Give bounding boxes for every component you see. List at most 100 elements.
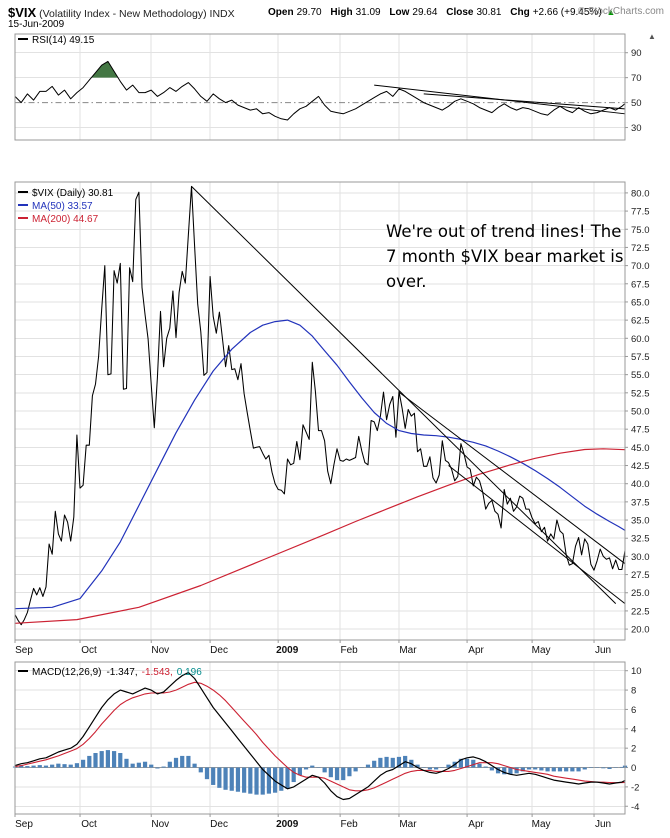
svg-text:52.5: 52.5 xyxy=(631,388,650,399)
macd-histogram-bar xyxy=(56,763,61,768)
macd-histogram-bar xyxy=(557,767,563,772)
svg-text:65.0: 65.0 xyxy=(631,297,650,308)
svg-text:47.5: 47.5 xyxy=(631,425,650,436)
open-label: Open xyxy=(268,7,294,18)
symbol-subtitle: (Volatility Index - New Methodology) xyxy=(39,8,207,20)
macd-histogram-bar xyxy=(118,753,123,768)
macd-histogram-bar xyxy=(50,764,55,768)
macd-histogram-bar xyxy=(124,758,129,768)
svg-text:62.5: 62.5 xyxy=(631,316,650,327)
vix-swatch-icon xyxy=(18,191,28,193)
macd-histogram-bar xyxy=(303,767,309,770)
high-value: 31.09 xyxy=(355,7,381,18)
macd-histogram-bar xyxy=(526,767,532,770)
svg-text:60.0: 60.0 xyxy=(631,334,650,345)
svg-text:2009: 2009 xyxy=(276,819,299,830)
svg-text:2: 2 xyxy=(631,744,636,755)
signal-line xyxy=(14,681,626,792)
chart-date: 15-Jun-2009 xyxy=(8,19,65,30)
ma50-swatch-icon xyxy=(18,204,28,206)
svg-text:42.5: 42.5 xyxy=(631,461,650,472)
macd-histogram-bar xyxy=(619,766,625,768)
vix-line xyxy=(14,185,626,626)
macd-histogram-bar xyxy=(87,755,92,768)
macd-histogram-bar xyxy=(390,757,395,768)
svg-text:55.0: 55.0 xyxy=(631,370,650,381)
chg-value: +2.66 (+9.45%) xyxy=(532,7,602,18)
macd-histogram-bar xyxy=(322,767,327,773)
exchange-label: INDX xyxy=(209,8,235,20)
svg-text:80.0: 80.0 xyxy=(631,188,650,199)
macd-histogram-bar xyxy=(235,767,241,792)
macd-histogram-bar xyxy=(347,767,352,777)
macd-histogram-bar xyxy=(489,767,494,771)
chart-canvas: 30 70 90 50 20.0 22.5 25.0 27.5 30.0 32.5 35.0 37.5… xyxy=(12,33,650,830)
macd-histogram-bar xyxy=(266,767,272,794)
macd-histogram-bar xyxy=(180,755,185,768)
macd-histogram-bar xyxy=(576,767,581,772)
macd-histogram-bar xyxy=(328,767,333,778)
close-value: 30.81 xyxy=(476,7,502,18)
svg-text:Feb: Feb xyxy=(341,819,359,830)
macd-histogram-bar xyxy=(458,758,463,768)
macd-line xyxy=(14,671,626,801)
macd-histogram-bar xyxy=(471,759,476,768)
svg-text:27.5: 27.5 xyxy=(631,570,650,581)
macd-histogram-bar xyxy=(483,766,488,768)
vix-legend: $VIX (Daily) 30.81 xyxy=(18,188,113,199)
macd-histogram-bar xyxy=(520,767,525,772)
ma200-swatch-icon xyxy=(18,217,28,219)
ma200-legend: MA(200) 44.67 xyxy=(18,214,98,225)
macd-histogram-bar xyxy=(508,767,513,775)
macd-histogram-bar xyxy=(279,767,284,791)
open-value: 29.70 xyxy=(296,7,322,18)
macd-histogram-bar xyxy=(242,767,247,793)
svg-text:Mar: Mar xyxy=(399,645,417,656)
macd-histogram-bar xyxy=(211,767,216,785)
macd-histogram-bar xyxy=(446,764,451,768)
macd-histogram-bar xyxy=(564,767,569,772)
macd-histogram-bar xyxy=(136,762,141,768)
svg-text:Nov: Nov xyxy=(151,819,169,830)
rsi-trendline xyxy=(423,93,626,110)
macd-histogram-bar xyxy=(273,767,278,793)
macd-histogram-bar xyxy=(545,767,550,772)
panel-resize-icon: ▲ xyxy=(648,32,656,41)
svg-text:70.0: 70.0 xyxy=(631,261,650,272)
macd-histogram-bar xyxy=(93,753,98,768)
price-trendline xyxy=(448,465,626,605)
high-label: High xyxy=(330,7,353,18)
macd-histogram-bar xyxy=(427,767,433,770)
macd-histogram-bar xyxy=(186,755,191,768)
chg-label: Chg xyxy=(510,7,530,18)
svg-text:Jun: Jun xyxy=(595,819,611,830)
svg-text:4: 4 xyxy=(631,724,636,735)
macd-histogram-bar xyxy=(74,763,80,768)
svg-text:0: 0 xyxy=(631,763,636,774)
svg-text:50: 50 xyxy=(631,98,642,109)
macd-histogram-bar xyxy=(31,765,36,768)
svg-text:Oct: Oct xyxy=(81,819,97,830)
low-label: Low xyxy=(389,7,410,18)
svg-text:25.0: 25.0 xyxy=(631,588,650,599)
macd-histogram-bar xyxy=(334,767,340,781)
ma200-line xyxy=(14,448,626,624)
svg-text:Dec: Dec xyxy=(210,645,228,656)
svg-text:72.5: 72.5 xyxy=(631,243,650,254)
svg-text:Oct: Oct xyxy=(81,645,97,656)
macd-histogram-bar xyxy=(68,764,73,768)
macd-histogram-bar xyxy=(464,758,470,768)
low-value: 29.64 xyxy=(412,7,438,18)
macd-histogram-bar xyxy=(254,767,259,795)
macd-histogram-bar xyxy=(223,767,228,790)
chart-header: $VIX (Volatility Index - New Methodology… xyxy=(0,0,670,30)
chart-area: 30 70 90 50 20.0 22.5 25.0 27.5 30.0 32.5 35.0 37.5… xyxy=(0,30,670,836)
macd-histogram-bar xyxy=(341,767,346,781)
svg-text:-2: -2 xyxy=(631,782,639,793)
macd-histogram-bar xyxy=(105,750,110,768)
svg-text:75.0: 75.0 xyxy=(631,225,650,236)
macd-histogram-bar xyxy=(167,761,172,768)
macd-histogram-bar xyxy=(173,757,179,768)
svg-text:Apr: Apr xyxy=(468,645,484,656)
rsi-swatch-icon xyxy=(18,38,28,40)
